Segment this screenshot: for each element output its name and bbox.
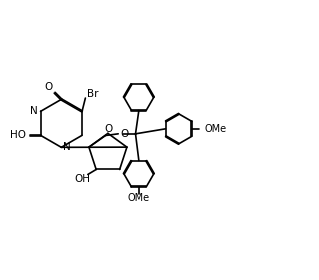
Text: N: N xyxy=(30,106,38,116)
Text: N: N xyxy=(63,142,71,152)
Text: HO: HO xyxy=(10,130,26,140)
Text: OMe: OMe xyxy=(205,124,227,134)
Text: Br: Br xyxy=(87,89,99,99)
Text: O: O xyxy=(45,82,53,92)
Text: O: O xyxy=(104,124,113,134)
Text: OMe: OMe xyxy=(128,193,150,203)
Text: OH: OH xyxy=(75,174,91,185)
Text: O: O xyxy=(120,129,129,139)
